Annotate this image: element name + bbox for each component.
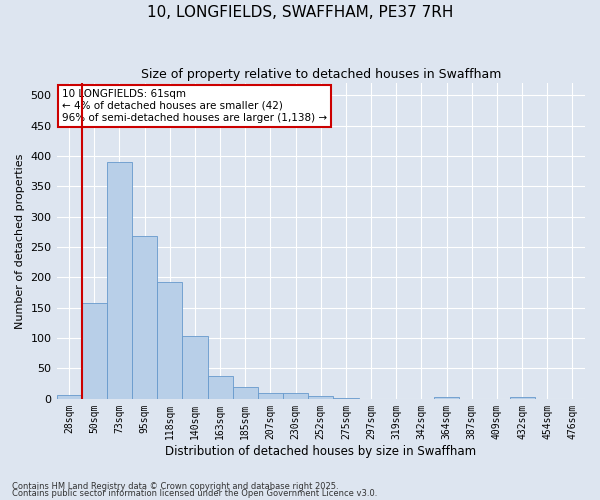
Bar (82, 304, 107, 399)
Bar (107, 162, 132, 399)
Text: 10, LONGFIELDS, SWAFFHAM, PE37 7RH: 10, LONGFIELDS, SWAFFHAM, PE37 7RH (147, 5, 453, 20)
Bar (283, 394, 308, 399)
Text: 10 LONGFIELDS: 61sqm
← 4% of detached houses are smaller (42)
96% of semi-detach: 10 LONGFIELDS: 61sqm ← 4% of detached ho… (62, 90, 327, 122)
Bar (334, 398, 359, 399)
Bar (434, 397, 459, 399)
X-axis label: Distribution of detached houses by size in Swaffham: Distribution of detached houses by size … (165, 444, 476, 458)
Bar (56, 395, 82, 399)
Text: Contains HM Land Registry data © Crown copyright and database right 2025.: Contains HM Land Registry data © Crown c… (12, 482, 338, 491)
Bar (308, 396, 334, 399)
Bar (258, 393, 283, 399)
Title: Size of property relative to detached houses in Swaffham: Size of property relative to detached ho… (140, 68, 501, 80)
Bar (132, 236, 157, 399)
Bar (509, 397, 535, 399)
Bar (157, 282, 182, 399)
Y-axis label: Number of detached properties: Number of detached properties (15, 154, 25, 328)
Bar (233, 386, 258, 399)
Bar (208, 376, 233, 399)
Bar (182, 336, 208, 399)
Text: Contains public sector information licensed under the Open Government Licence v3: Contains public sector information licen… (12, 490, 377, 498)
